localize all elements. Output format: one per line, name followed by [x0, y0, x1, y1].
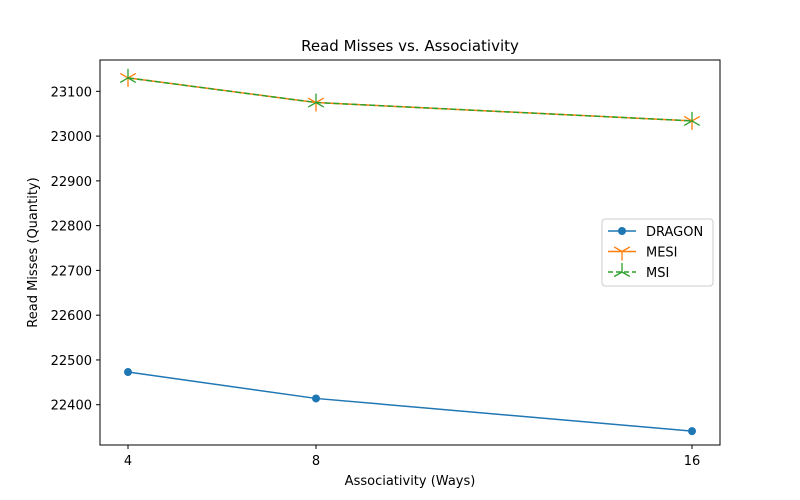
- data-point: [307, 93, 325, 108]
- y-tick-label: 22600: [51, 309, 92, 324]
- legend-label: MSI: [646, 266, 669, 281]
- data-point: [613, 246, 631, 261]
- legend: DRAGON MESI MSI: [601, 218, 714, 287]
- data-point: [683, 111, 701, 126]
- x-tick-label: 16: [684, 454, 701, 469]
- legend-label: MESI: [646, 246, 678, 261]
- x-axis: 4 8 16: [124, 445, 700, 469]
- series-dragon: [124, 368, 696, 436]
- legend-label: DRAGON: [646, 225, 703, 240]
- data-point: [613, 263, 631, 278]
- y-tick-label: 23000: [51, 130, 92, 145]
- data-point: [683, 115, 701, 130]
- series-line-mesi: [127, 77, 693, 122]
- data-point: [688, 427, 696, 436]
- data-point: [119, 72, 137, 87]
- y-tick-label: 22800: [51, 220, 92, 235]
- plot-area: [99, 59, 721, 446]
- data-point: [124, 368, 132, 377]
- series-layer: [119, 68, 701, 436]
- data-point: [618, 227, 626, 235]
- y-axis-label: Read Misses (Quantity): [26, 177, 41, 327]
- y-tick-label: 23100: [51, 85, 92, 100]
- data-point: [119, 68, 137, 83]
- legend-item-dragon: DRAGON: [608, 225, 703, 240]
- series-line-dragon: [127, 371, 693, 432]
- legend-item-mesi: MESI: [608, 246, 678, 261]
- legend-box: [601, 218, 714, 287]
- x-tick-label: 8: [312, 454, 320, 469]
- x-tick-label: 4: [124, 454, 132, 469]
- x-axis-label: Associativity (Ways): [345, 474, 476, 489]
- y-tick-label: 22400: [51, 399, 92, 414]
- legend-item-msi: MSI: [608, 263, 669, 281]
- chart-title: Read Misses vs. Associativity: [301, 37, 519, 55]
- y-axis: 22400 22500 22600 22700 22800 22900 23000 23100: [51, 85, 100, 414]
- series-mesi: [119, 72, 701, 130]
- y-tick-label: 22500: [51, 354, 92, 369]
- series-msi: [119, 68, 701, 126]
- data-point: [312, 394, 320, 403]
- y-tick-label: 22900: [51, 175, 92, 190]
- y-tick-label: 22700: [51, 264, 92, 279]
- data-point: [307, 97, 325, 112]
- series-line-msi: [127, 77, 693, 122]
